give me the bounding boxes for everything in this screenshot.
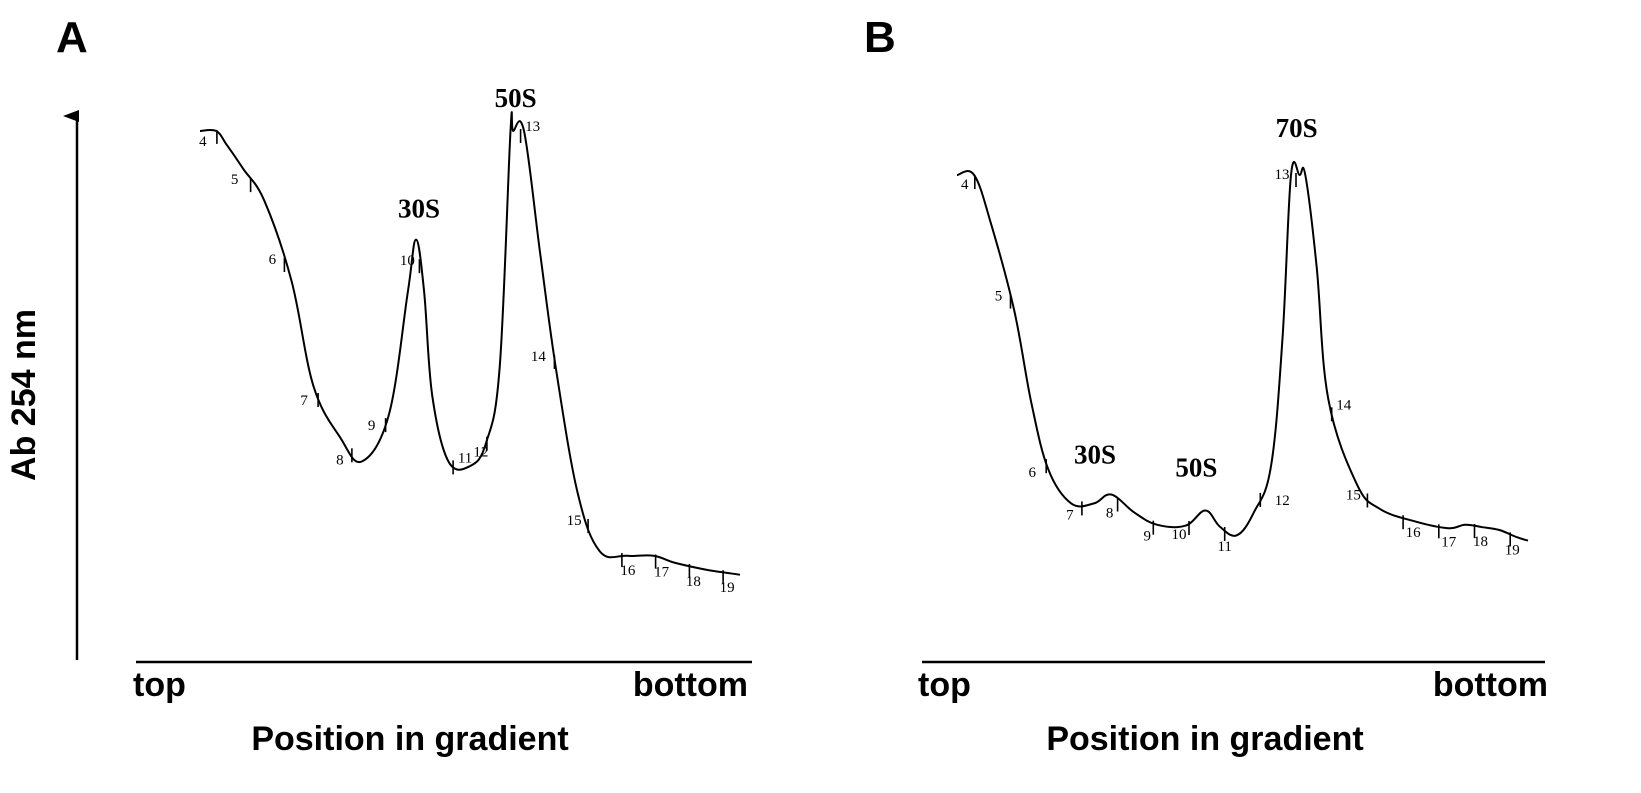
panel-a-x-end-label: bottom <box>633 666 748 704</box>
panel-a-x-start-label: top <box>133 666 186 704</box>
fraction-label: 16 <box>620 563 636 579</box>
fraction-label: 12 <box>473 445 488 461</box>
fraction-label: 4 <box>199 134 207 150</box>
peak-label-50s: 50S <box>1175 453 1217 483</box>
peak-label-30s: 30S <box>1074 439 1116 469</box>
fraction-label: 6 <box>269 252 277 268</box>
fraction-label: 5 <box>231 172 239 188</box>
fraction-label: 10 <box>400 253 415 269</box>
fraction-label: 19 <box>1505 542 1520 558</box>
fraction-label: 15 <box>1346 488 1361 504</box>
fraction-label: 8 <box>1106 506 1114 522</box>
fraction-label: 4 <box>961 177 969 193</box>
absorbance-trace-a <box>199 111 741 576</box>
absorbance-trace-b <box>956 161 1529 542</box>
peak-label-70s: 70S <box>1276 113 1318 143</box>
y-axis-label: Ab 254 nm <box>5 309 43 481</box>
fraction-label: 11 <box>458 450 472 466</box>
panel-a-plot: 4 5 6 7 8 9 10 11 12 13 14 15 16 17 18 19 30S 50S <box>199 83 741 596</box>
fraction-label: 11 <box>1217 539 1231 555</box>
fraction-label: 5 <box>995 289 1003 305</box>
fraction-label: 9 <box>1144 529 1152 545</box>
peak-label-30s: 30S <box>398 194 440 224</box>
fraction-label: 18 <box>1473 534 1488 550</box>
fraction-label: 14 <box>1336 397 1352 413</box>
fraction-label: 13 <box>525 119 540 135</box>
fraction-label: 9 <box>368 418 376 434</box>
panel-a-letter: A <box>56 13 88 62</box>
peak-label-50s: 50S <box>495 83 537 113</box>
panel-b-plot: 4 5 6 7 8 9 10 11 12 13 14 15 16 17 18 19 30S 50S 70S <box>956 113 1529 558</box>
fraction-label: 17 <box>654 565 670 581</box>
fraction-label: 17 <box>1441 534 1457 550</box>
fraction-label: 19 <box>720 580 735 596</box>
panel-a-x-axis-title: Position in gradient <box>251 720 568 758</box>
fraction-label: 13 <box>1275 167 1290 183</box>
fraction-label: 18 <box>686 574 701 590</box>
fraction-label: 7 <box>1066 507 1074 523</box>
fraction-label: 12 <box>1275 493 1290 509</box>
fraction-label: 15 <box>567 513 582 529</box>
panel-b-x-axis-title: Position in gradient <box>1046 720 1363 758</box>
panel-b-x-end-label: bottom <box>1433 666 1548 704</box>
fraction-label: 8 <box>336 452 344 468</box>
fraction-label: 14 <box>531 349 547 365</box>
panel-b-letter: B <box>864 13 896 62</box>
fraction-label: 7 <box>300 393 308 409</box>
fraction-label: 10 <box>1172 527 1187 543</box>
fraction-label: 6 <box>1028 465 1036 481</box>
fraction-label: 16 <box>1406 525 1422 541</box>
panel-b-x-start-label: top <box>918 666 971 704</box>
